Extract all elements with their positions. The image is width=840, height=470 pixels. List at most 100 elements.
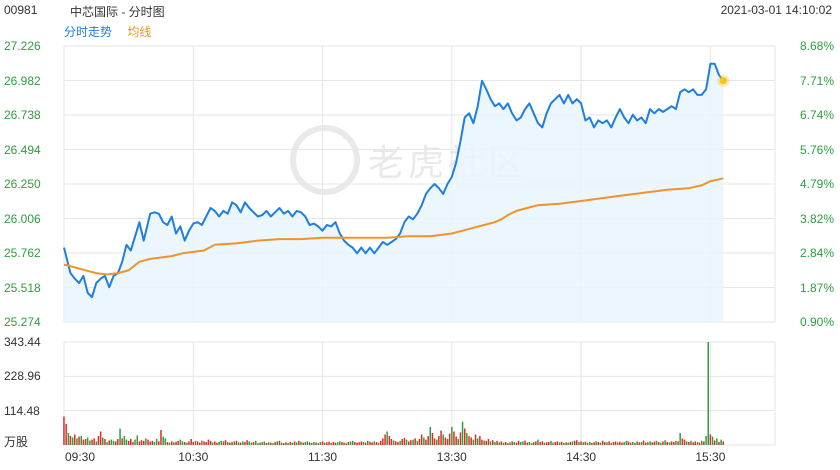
- price-tick-label: 25.518: [4, 280, 41, 295]
- average-line: [63, 177, 724, 276]
- volume-bar: [158, 441, 160, 445]
- volume-tick-label: 343.44: [4, 335, 41, 349]
- percent-tick-label: 8.68%: [799, 39, 834, 53]
- volume-bar: [177, 440, 179, 445]
- volume-bar: [500, 441, 503, 445]
- volume-bar: [472, 439, 475, 445]
- volume-bar: [179, 439, 182, 445]
- volume-bar: [311, 442, 313, 445]
- volume-bar: [108, 440, 110, 445]
- volume-bar: [537, 439, 539, 445]
- volume-bar: [192, 442, 194, 445]
- volume-bar: [597, 442, 600, 445]
- volume-bar: [498, 442, 500, 445]
- volume-bar: [377, 442, 380, 445]
- volume-bar: [427, 436, 429, 445]
- volume-bar: [509, 442, 511, 445]
- volume-bar: [227, 442, 229, 445]
- legend-average: 均线: [127, 25, 152, 39]
- volume-bar: [371, 442, 373, 445]
- volume-bar: [586, 442, 589, 445]
- time-tick-label: 14:30: [566, 450, 597, 464]
- volume-bar: [539, 442, 541, 445]
- volume-bar: [524, 440, 526, 445]
- price-tick-label: 27.226: [4, 39, 41, 53]
- volume-bar: [313, 442, 315, 445]
- volume-bar: [496, 440, 498, 445]
- percent-tick-label: 5.76%: [799, 142, 834, 157]
- volume-bar: [688, 442, 690, 445]
- volume-bar: [720, 439, 722, 445]
- volume-bar: [556, 441, 559, 445]
- volume-bar: [151, 440, 154, 445]
- volume-bar: [513, 442, 515, 445]
- volume-bar: [532, 442, 535, 445]
- volume-bar: [104, 439, 106, 445]
- volume-bar: [569, 442, 572, 445]
- volume-bar: [582, 442, 584, 445]
- volume-bar: [705, 436, 707, 445]
- volume-bar: [63, 416, 65, 445]
- volume-bar: [99, 431, 102, 445]
- volume-bar: [638, 442, 640, 445]
- time-tick-label: 13:30: [436, 450, 467, 464]
- volume-bar: [119, 428, 121, 445]
- volume-bar: [438, 436, 440, 445]
- volume-bar: [554, 442, 556, 445]
- volume-bar: [636, 441, 638, 445]
- time-tick-label: 11:30: [307, 450, 338, 464]
- volume-bar: [168, 442, 171, 445]
- volume-bar: [489, 441, 492, 445]
- volume-bar: [334, 442, 337, 445]
- volume-bar: [354, 442, 356, 445]
- volume-bar: [205, 442, 207, 445]
- volume-bar: [287, 442, 289, 445]
- volume-bar: [711, 436, 714, 445]
- price-line: [63, 62, 725, 299]
- volume-bar: [651, 442, 653, 445]
- volume-bar: [84, 439, 87, 445]
- volume-bar: [681, 438, 684, 445]
- volume-bar: [425, 439, 427, 445]
- volume-bar: [173, 442, 175, 445]
- volume-bar: [709, 434, 712, 445]
- volume-bar: [207, 439, 210, 445]
- volume-bar: [341, 442, 343, 445]
- volume-bar: [300, 441, 302, 445]
- volume-bar: [470, 437, 472, 445]
- volume-bar: [250, 442, 253, 445]
- volume-bar: [675, 440, 677, 445]
- volume-bar: [76, 438, 78, 445]
- volume-bar: [494, 442, 496, 445]
- price-tick-label: 26.982: [4, 73, 41, 88]
- volume-bar: [442, 434, 444, 445]
- volume-bar: [718, 442, 720, 445]
- volume-bar: [479, 436, 481, 445]
- volume-bar: [468, 436, 470, 445]
- volume-bar: [388, 436, 391, 445]
- volume-bar: [617, 442, 619, 445]
- volume-bar: [599, 442, 602, 445]
- volume-bar: [319, 442, 322, 445]
- volume-bar: [242, 441, 244, 445]
- volume-bar: [485, 440, 487, 445]
- price-area: [64, 63, 724, 323]
- volume-bar: [707, 342, 709, 445]
- volume-bar: [466, 433, 468, 445]
- volume-bar: [716, 438, 718, 445]
- volume-bar: [578, 442, 580, 445]
- volume-bar: [233, 441, 235, 445]
- volume-bar: [291, 442, 294, 445]
- volume-bar: [645, 442, 647, 445]
- volume-bar: [160, 430, 162, 445]
- volume-bar: [632, 442, 634, 445]
- volume-bar: [211, 442, 214, 445]
- volume-bar: [634, 442, 636, 445]
- volume-bar: [183, 442, 186, 445]
- volume-bar: [362, 442, 365, 445]
- volume-bar: [573, 440, 576, 445]
- volume-bar: [321, 441, 324, 445]
- volume-bar: [188, 441, 190, 445]
- volume-bar: [115, 441, 117, 445]
- volume-bar: [328, 441, 330, 445]
